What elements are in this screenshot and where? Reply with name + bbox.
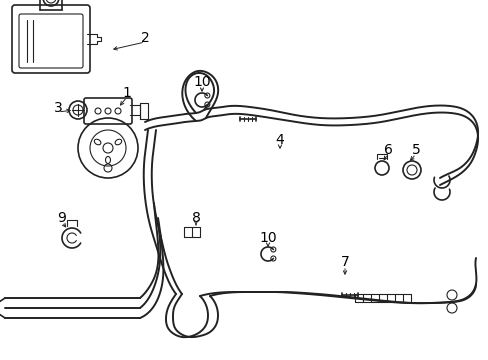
Text: 10: 10 [259, 231, 276, 245]
Text: 4: 4 [275, 133, 284, 147]
Text: 6: 6 [383, 143, 392, 157]
Text: 1: 1 [122, 86, 131, 100]
Text: 7: 7 [340, 255, 348, 269]
Text: 2: 2 [141, 31, 149, 45]
Text: 3: 3 [54, 101, 62, 115]
Text: 9: 9 [58, 211, 66, 225]
Text: 5: 5 [411, 143, 420, 157]
Text: 8: 8 [191, 211, 200, 225]
Text: 10: 10 [193, 75, 210, 89]
